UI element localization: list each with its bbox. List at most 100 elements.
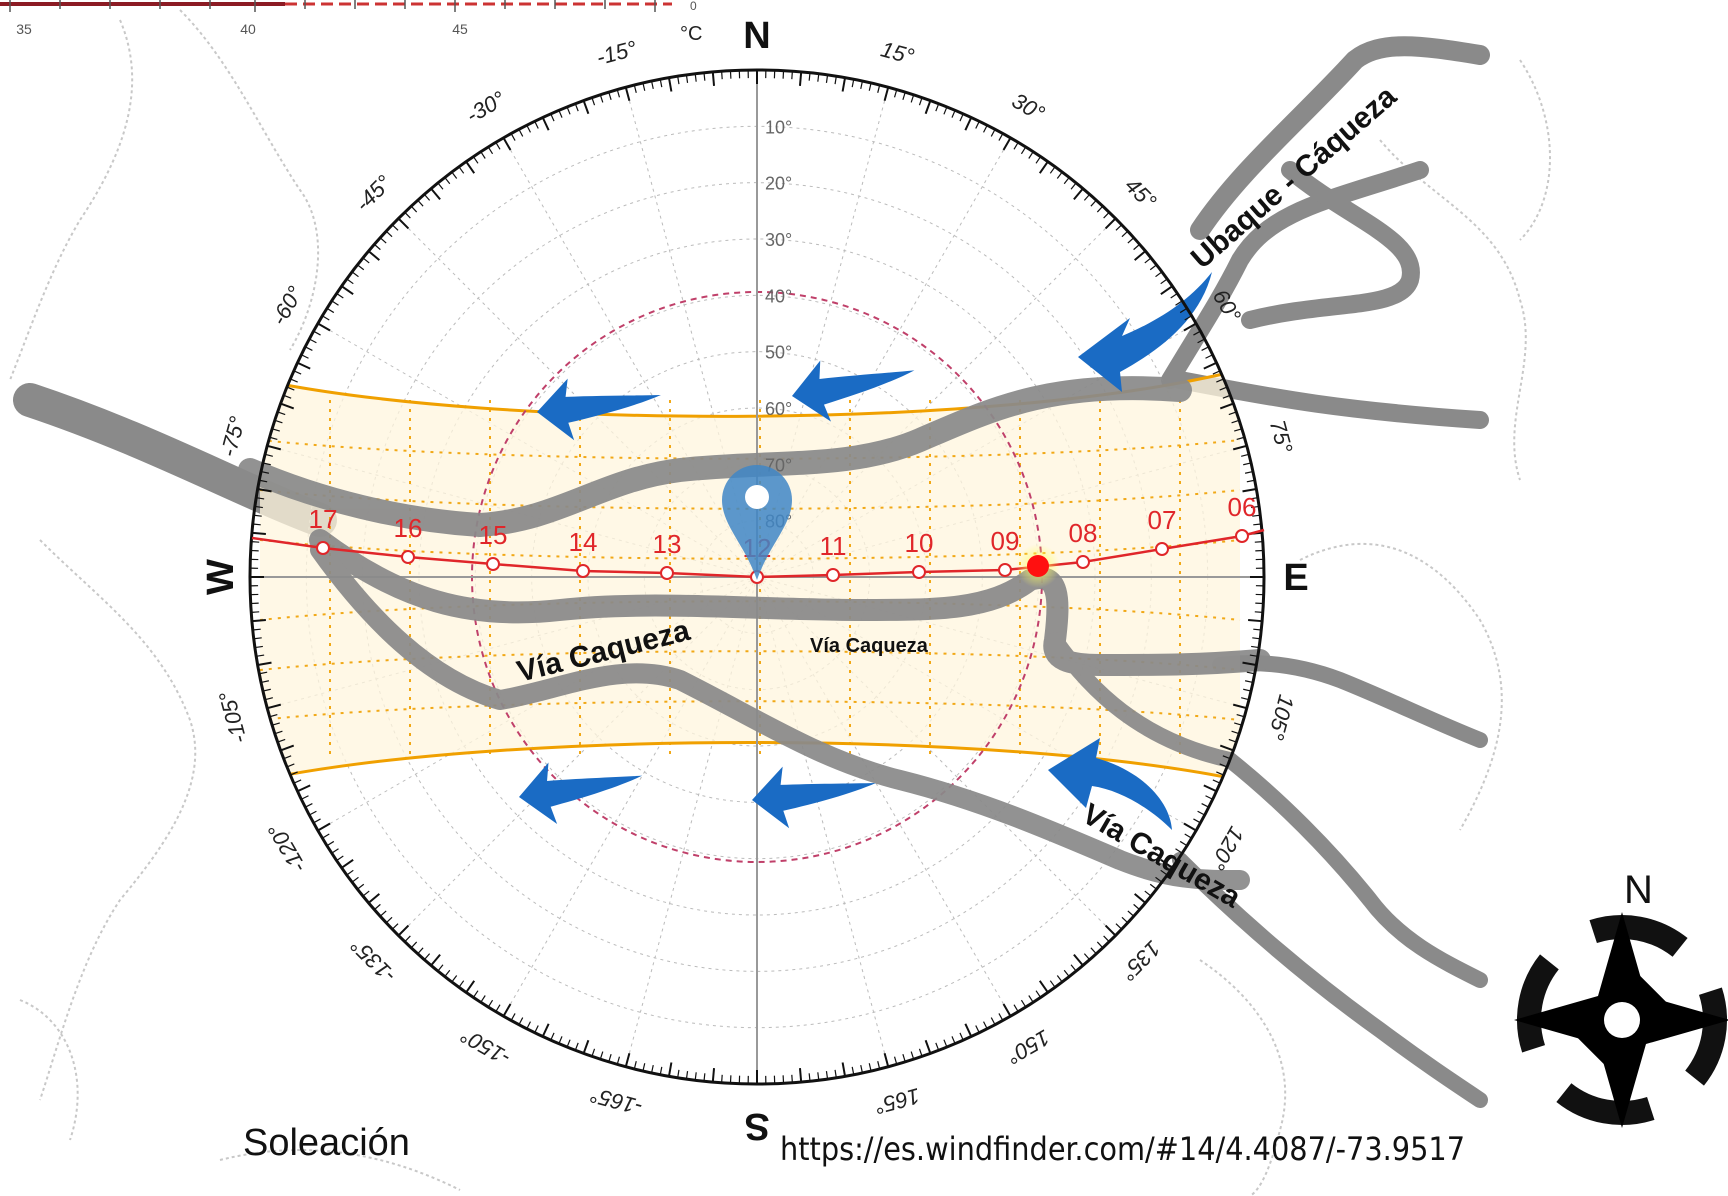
azimuth-tick [1197, 810, 1205, 816]
azimuth-tick [964, 117, 973, 131]
azimuth-tick [252, 523, 261, 526]
azimuth-tick [290, 378, 298, 383]
azimuth-tick [1073, 187, 1084, 200]
azimuth-tick [902, 91, 906, 100]
azimuth-tick [574, 1042, 579, 1051]
azimuth-tick [624, 87, 631, 102]
azimuth-tick [1251, 645, 1260, 649]
azimuth-tick [417, 947, 424, 955]
azimuth-tick [667, 77, 673, 92]
azimuth-label: -30° [462, 86, 510, 128]
azimuth-tick [582, 100, 590, 115]
azimuth-tick [430, 954, 441, 967]
azimuth-tick [1155, 271, 1163, 278]
azimuth-tick [694, 1072, 697, 1081]
topographic-contours [9, 9, 1551, 1196]
azimuth-tick [935, 1042, 940, 1051]
azimuth-tick [685, 74, 689, 83]
azimuth-tick [362, 890, 370, 897]
compass-north-label: N [1624, 868, 1653, 912]
azimuth-tick [574, 103, 579, 112]
azimuth-tick [851, 79, 855, 88]
wind-arrow-icon [792, 360, 915, 422]
azimuth-tick [1056, 171, 1063, 179]
azimuth-tick [1121, 916, 1129, 924]
roads-inside-dial [238, 376, 1271, 890]
azimuth-tick [1228, 738, 1237, 743]
azimuth-tick [1073, 954, 1084, 967]
azimuth-tick [1104, 924, 1117, 937]
current-sun-position [1016, 544, 1060, 588]
azimuth-tick [834, 76, 837, 85]
azimuth-tick [269, 713, 278, 718]
temperature-scale-bar: 35 40 45 0 [0, 0, 697, 37]
azimuth-tick [659, 79, 663, 88]
azimuth-label: -75° [215, 414, 250, 460]
azimuth-tick [1149, 264, 1157, 271]
azimuth-tick [975, 1025, 980, 1033]
azimuth-tick [1244, 471, 1254, 474]
azimuth-tick [1090, 199, 1097, 207]
azimuth-tick [983, 1021, 988, 1030]
azimuth-tick [385, 230, 393, 238]
azimuth-tick [487, 146, 494, 155]
azimuth-tick [1222, 755, 1231, 760]
azimuth-tick [860, 80, 863, 90]
azimuth-tick [1203, 784, 1217, 793]
azimuth-tick [1183, 822, 1197, 832]
azimuth-tick [902, 1054, 906, 1063]
azimuth-tick [495, 1004, 501, 1012]
azimuth-tick [1228, 411, 1237, 416]
wind-arrow-curved-icon [1078, 272, 1212, 392]
azimuth-tick [1063, 969, 1070, 977]
azimuth-tick [1035, 156, 1042, 164]
azimuth-tick [808, 1073, 811, 1082]
azimuth-tick [877, 84, 881, 93]
azimuth-tick [1096, 941, 1104, 949]
azimuth-tick [1035, 990, 1042, 998]
altitude-label: 60° [765, 399, 792, 419]
azimuth-tick [1236, 436, 1245, 441]
cardinal-west: W [200, 559, 242, 595]
azimuth-label: -45° [350, 170, 397, 217]
altitude-label: 10° [765, 117, 792, 137]
azimuth-tick [423, 193, 431, 201]
azimuth-tick [550, 113, 555, 122]
hour-label: 14 [569, 527, 598, 557]
azimuth-tick [1103, 935, 1110, 943]
azimuth-tick [1254, 541, 1263, 543]
azimuth-tick [1083, 953, 1091, 961]
azimuth-tick [1253, 523, 1262, 526]
azimuth-tick [1144, 890, 1152, 897]
compass-rose-icon [1514, 912, 1728, 1128]
azimuth-tick [1243, 688, 1252, 692]
road-label-via-caqueza-2: Vía Caqueza [810, 635, 929, 657]
azimuth-tick [1175, 848, 1183, 854]
source-link[interactable]: https://es.windfinder.com/#14/4.4087/-73… [780, 1130, 1466, 1168]
azimuth-tick [495, 142, 501, 150]
azimuth-label: -15° [594, 35, 640, 70]
azimuth-tick [1219, 386, 1228, 391]
azimuth-tick [1049, 166, 1056, 174]
azimuth-tick [290, 771, 298, 776]
azimuth-tick [293, 779, 302, 784]
wind-arrows [519, 272, 1212, 830]
azimuth-tick [1241, 697, 1250, 701]
azimuth-tick [1179, 307, 1188, 314]
azimuth-tick [608, 1054, 612, 1063]
cardinal-north: N [743, 15, 770, 57]
wind-arrow-curved-icon [1048, 738, 1172, 830]
azimuth-tick [280, 402, 295, 410]
azimuth-tick [286, 763, 295, 768]
azimuth-tick [451, 975, 458, 983]
azimuth-tick [1234, 428, 1243, 432]
azimuth-tick [1090, 947, 1097, 955]
azimuth-tick [1219, 744, 1234, 752]
azimuth-tick [599, 1051, 604, 1060]
azimuth-tick [1234, 722, 1243, 726]
azimuth-tick [404, 211, 411, 219]
azimuth-tick [274, 419, 283, 424]
azimuth-tick [297, 361, 311, 370]
azimuth-tick [651, 1064, 654, 1074]
azimuth-tick [510, 133, 516, 141]
